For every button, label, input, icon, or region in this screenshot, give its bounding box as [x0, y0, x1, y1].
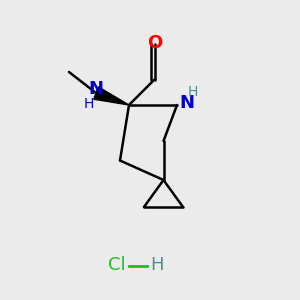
Text: H: H	[83, 98, 94, 111]
Text: O: O	[147, 34, 162, 52]
Text: H: H	[151, 256, 164, 274]
Text: Cl: Cl	[108, 256, 126, 274]
Polygon shape	[94, 87, 129, 105]
Text: N: N	[179, 94, 194, 112]
Text: N: N	[88, 80, 104, 98]
Text: H: H	[188, 85, 198, 99]
